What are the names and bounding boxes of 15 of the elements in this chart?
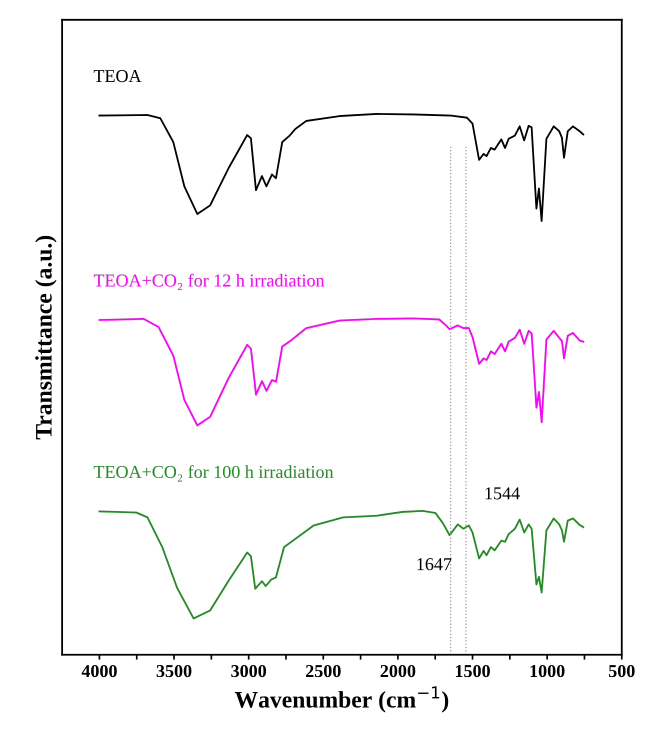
x-tick-label: 3000 [231,664,266,678]
y-axis-title: Transmittance (a.u.) [35,236,57,440]
x-tick-label: 2500 [306,664,341,678]
annotation: 1647 [417,558,452,570]
x-axis-title: Wavenumber (cm$^{−1}$) [234,686,448,712]
x-tick-label: 1000 [530,664,565,678]
x-tick-label: 500 [608,664,635,678]
x-tick-label: 1500 [456,664,490,678]
series-label: TEOA+CO₂ for 12 h irradiation [94,274,324,290]
annotation: 1544 [486,487,520,500]
series-label: TEOA [94,70,142,82]
x-tick-label: 3500 [156,664,192,678]
x-tick-label: 2000 [380,664,416,678]
series-label: TEOA+CO₂ for 100 h irradiation [94,465,334,482]
x-tick-label: 4000 [82,664,117,678]
